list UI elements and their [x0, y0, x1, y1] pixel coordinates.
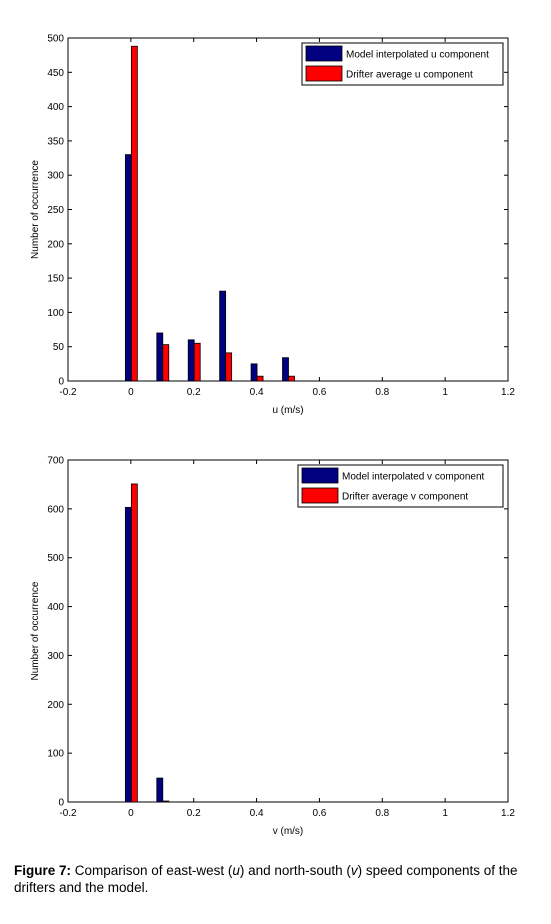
drifter-bar — [225, 352, 233, 382]
caption-text-3: ) speed components of the drifters and t… — [14, 863, 518, 895]
x-tick-label: 0.6 — [312, 808, 326, 819]
x-tick-label: 0.2 — [187, 387, 201, 398]
x-axis-label: v (m/s) — [273, 826, 304, 837]
y-tick-label: 700 — [47, 456, 64, 467]
x-tick-label: 0.8 — [375, 387, 389, 398]
y-tick-label: 350 — [47, 136, 64, 147]
figure-caption: Figure 7: Comparison of east-west (u) an… — [14, 862, 544, 896]
model-bar — [124, 506, 132, 803]
drifter-bar — [256, 375, 264, 382]
x-tick-label: 0.4 — [250, 387, 264, 398]
drifter-bar — [162, 344, 170, 382]
x-tick-label: 0.4 — [250, 808, 264, 819]
y-tick-label: 100 — [47, 749, 64, 760]
x-tick-label: 1.2 — [501, 387, 515, 398]
x-tick-label: 0.8 — [375, 808, 389, 819]
y-tick-label: 200 — [47, 239, 64, 250]
x-tick-label: -0.2 — [59, 387, 77, 398]
caption-var-u: u — [232, 863, 240, 878]
y-tick-label: 250 — [47, 205, 64, 216]
plot-area — [67, 37, 509, 382]
x-tick-label: 1 — [442, 387, 448, 398]
legend-entry-model: Model interpolated u component — [346, 50, 489, 61]
legend-entry-drifter: Drifter average v component — [342, 492, 468, 503]
v-component-histogram: -0.2 0 0.2 0.4 0.6 0.8 1 1.2 0 100 200 300 400 500 600… — [0, 440, 551, 850]
model-bar — [156, 777, 164, 803]
y-tick-label: 150 — [47, 274, 64, 285]
y-tick-label: 50 — [53, 342, 65, 353]
plot-area — [67, 459, 509, 803]
y-tick-label: 200 — [47, 700, 64, 711]
y-axis-label: Number of occurrence — [30, 160, 41, 259]
y-tick-label: 0 — [58, 798, 64, 809]
x-tick-label: 0 — [128, 808, 134, 819]
drifter-bar — [130, 483, 138, 803]
model-bar — [219, 290, 227, 382]
x-tick-label: 0 — [128, 387, 134, 398]
model-bar — [156, 332, 164, 382]
legend-swatch-model — [305, 45, 343, 62]
model-bar — [187, 339, 195, 382]
model-bar — [250, 363, 258, 382]
model-bar — [282, 357, 289, 382]
caption-text-1: Comparison of east-west ( — [71, 863, 233, 878]
model-bar — [124, 154, 132, 382]
y-tick-label: 500 — [47, 34, 64, 45]
y-tick-label: 300 — [47, 651, 64, 662]
v-chart-svg: -0.2 0 0.2 0.4 0.6 0.8 1 1.20100200300400500600… — [30, 456, 515, 838]
caption-label: Figure 7: — [14, 863, 72, 878]
y-tick-label: 500 — [47, 553, 64, 564]
y-tick-label: 400 — [47, 602, 64, 613]
y-tick-label: 600 — [47, 504, 64, 515]
x-axis-label: u (m/s) — [272, 405, 303, 416]
y-tick-label: 0 — [58, 377, 64, 388]
legend: Model interpolated u component Drifter av… — [301, 42, 504, 86]
legend-entry-drifter: Drifter average u component — [346, 70, 473, 81]
caption-var-v: v — [350, 863, 358, 878]
drifter-bar — [288, 375, 295, 382]
x-tick-label: 0.2 — [187, 808, 201, 819]
u-component-histogram: -0.2 0 0.2 0.4 0.6 0.8 1 1.2 0 50 100 150 200 250 300 3… — [0, 0, 551, 440]
drifter-bar — [162, 800, 170, 803]
u-chart-svg: -0.2 0 0.2 0.4 0.6 0.8 1 1.20501001502002503003… — [30, 34, 515, 417]
y-tick-label: 400 — [47, 102, 64, 113]
drifter-bar — [193, 342, 201, 382]
legend-swatch-drifter — [305, 65, 343, 82]
x-tick-label: 0.6 — [312, 387, 326, 398]
y-tick-label: 450 — [47, 68, 64, 79]
y-tick-label: 100 — [47, 308, 64, 319]
legend-swatch-model — [301, 467, 339, 484]
x-tick-label: -0.2 — [59, 808, 77, 819]
y-tick-label: 300 — [47, 171, 64, 182]
legend-swatch-drifter — [301, 487, 339, 504]
drifter-bar — [130, 45, 138, 382]
caption-text-2: ) and north-south ( — [239, 863, 351, 878]
x-tick-label: 1 — [442, 808, 448, 819]
y-axis-label: Number of occurrence — [30, 581, 41, 680]
x-tick-label: 1.2 — [501, 808, 515, 819]
legend-entry-model: Model interpolated v component — [342, 472, 485, 483]
legend: Model interpolated v component Drifter av… — [297, 464, 504, 508]
